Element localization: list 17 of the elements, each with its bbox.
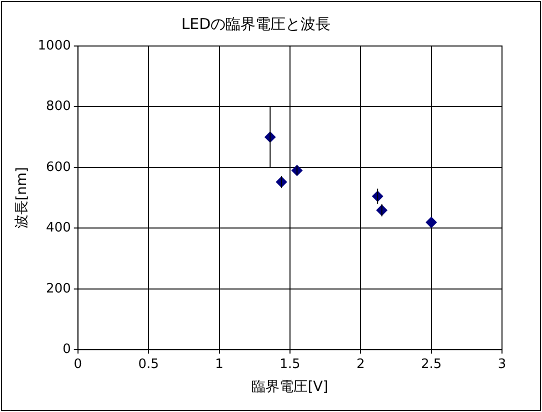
y-axis-title: 波長[nm]: [14, 167, 30, 229]
point: [426, 216, 437, 228]
y-tick-label: 200: [46, 281, 71, 296]
y-tick-label: 400: [46, 220, 71, 236]
x-tick-label: 3: [498, 356, 506, 372]
x-axis-title: 臨界電圧[V]: [252, 379, 328, 396]
y-tick-label: 600: [46, 160, 71, 175]
y-tick-label: 0: [62, 342, 71, 357]
y-tick-label: 1000: [38, 38, 71, 54]
x-tick-label: 1: [215, 356, 224, 372]
x-tick-label: 2: [356, 356, 365, 372]
chart-title: LEDの臨界電圧と波長: [181, 14, 331, 33]
x-tick-label: 1.5: [280, 356, 300, 372]
x-tick-label: 2.5: [420, 356, 442, 372]
y-tick-label: 800: [46, 99, 71, 114]
x-tick-label: 0: [74, 356, 82, 372]
x-tick-label: 0.5: [138, 356, 159, 372]
